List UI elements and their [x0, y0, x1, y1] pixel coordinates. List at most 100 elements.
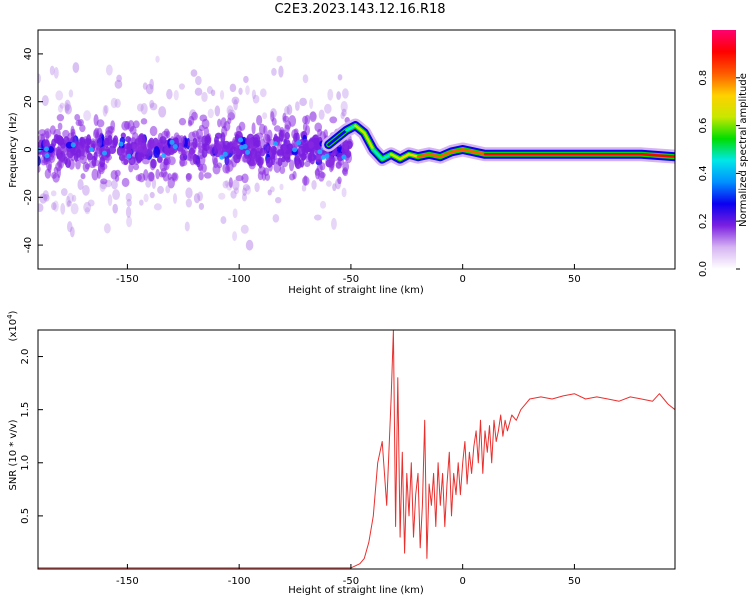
spectrogram-noise-blob: [165, 185, 171, 194]
spectrogram-noise-blob: [245, 239, 254, 251]
spectrogram-noise-highlight: [172, 144, 178, 150]
spectrogram-noise-blob: [126, 149, 133, 156]
spectrogram-noise-blob: [55, 90, 64, 101]
spectrogram-noise-blob: [73, 152, 79, 162]
spectrogram-noise-blob: [259, 147, 266, 157]
spectrogram-noise-blob: [314, 122, 323, 133]
spectrogram-noise-blob: [248, 160, 256, 170]
spectrogram-noise-highlight: [88, 146, 94, 152]
spectrogram-noise-blob: [313, 214, 322, 221]
spectrogram-noise-blob: [83, 201, 92, 213]
spectrogram-noise-blob: [219, 90, 225, 100]
ridge-core-segment: [389, 153, 402, 161]
spectrogram-noise-blob: [341, 88, 349, 99]
spectrogram-noise-blob: [66, 200, 72, 207]
spectrogram-noise-blob: [185, 173, 192, 182]
spectrogram-ridge: [321, 118, 675, 167]
spectrogram-noise-blob: [157, 185, 164, 194]
spectrogram-noise-blob: [314, 168, 320, 176]
spectrogram-noise-blob: [43, 128, 52, 139]
spectrogram-noise-blob: [147, 146, 153, 157]
spectrogram-noise-blob: [191, 111, 198, 121]
spectrogram-x-tick-label: -100: [228, 274, 251, 285]
spectrogram-noise-blob: [149, 191, 155, 199]
spectrogram-noise-blob: [254, 182, 260, 193]
spectrogram-noise-blob: [206, 86, 213, 95]
spectrogram-noise-blob: [281, 156, 286, 163]
colorbar-gradient: [712, 30, 736, 269]
spectrogram-noise-blob: [139, 199, 144, 206]
spectrogram-noise-blob: [64, 99, 71, 111]
snr-y-multiplier: (x104): [6, 310, 19, 341]
spectrogram-noise-blob: [318, 109, 325, 120]
snr-y-axis: 0.5 1.0 1.5 2.0: [20, 349, 43, 524]
ridge-core-segment: [472, 150, 487, 156]
spectrogram-noise-blob: [301, 184, 307, 192]
spectrogram-noise-blob: [229, 83, 237, 93]
spectrogram-noise-blob: [245, 185, 251, 195]
spectrogram-noise-blob: [185, 187, 193, 199]
spectrogram-noise-blob: [185, 198, 192, 208]
spectrogram-noise-blob: [155, 168, 160, 180]
spectrogram-noise-blob: [231, 96, 240, 105]
spectrogram-noise-blob: [135, 174, 142, 182]
spectrogram-noise-highlight: [70, 142, 76, 148]
spectrogram-noise-blob: [93, 151, 98, 161]
spectrogram-noise-blob: [38, 165, 41, 173]
spectrogram-noise-blob: [307, 141, 315, 149]
spectrogram-noise-blob: [297, 145, 306, 157]
spectrogram-noise-blob: [114, 175, 120, 182]
snr-x-tick-label: -150: [116, 576, 139, 587]
spectrogram-noise-blob: [65, 195, 71, 208]
spectrogram-noise-blob: [173, 89, 179, 101]
snr-panel: -150 -100 -50 0 50 0.5 1.0 1.5 2.0 Height of st…: [6, 310, 676, 596]
spectrogram-noise-highlight: [222, 151, 228, 157]
spectrogram-noise-blob: [102, 105, 108, 117]
spectrogram-noise-blob: [100, 178, 108, 185]
spectrogram-noise-blob: [336, 91, 341, 101]
spectrogram-noise-blob: [211, 154, 218, 166]
spectrogram-noise-blob: [191, 130, 199, 138]
spectrogram-noise-blob: [132, 120, 140, 129]
spectrogram-noise-blob: [304, 160, 311, 167]
spectrogram-noise-blob: [198, 124, 205, 132]
spectrogram-noise-blob: [145, 179, 152, 188]
spectrogram-noise-blob: [240, 224, 249, 234]
spectrogram-noise-blob: [245, 85, 250, 96]
spectrogram-noise-blob: [99, 156, 106, 168]
spectrogram-noise-blob: [57, 153, 63, 161]
spectrogram-noise-blob: [224, 180, 230, 187]
spectrogram-noise-blob: [80, 173, 86, 180]
spectrogram-noise-blob: [43, 194, 50, 202]
spectrogram-noise-blob: [140, 142, 149, 155]
ridge-core-segment: [327, 129, 348, 146]
spectrogram-noise-blob: [233, 187, 240, 195]
spectrogram-noise-blob: [203, 172, 212, 179]
spectrogram-noise-blob: [198, 171, 204, 181]
spectrogram-noise-blob: [279, 183, 284, 191]
spectrogram-noise-blob: [178, 135, 185, 148]
spectrogram-noise-blob: [197, 191, 203, 202]
spectrogram-noise-blob: [302, 138, 309, 149]
spectrogram-noise-blob: [343, 142, 349, 150]
spectrogram-noise-blob: [269, 186, 275, 193]
spectrogram-noise-blob: [241, 193, 247, 202]
spectrogram-noise-blob: [309, 98, 314, 110]
spectrogram-noise-blob: [188, 142, 195, 149]
spectrogram-noise-blob: [275, 157, 282, 165]
spectrogram-panel: -150 -100 -50 0 50 -40 -20 0 20 40 Height of str…: [8, 29, 676, 296]
snr-y-tick-label: 1.0: [20, 455, 31, 471]
spectrogram-noise-blob: [278, 65, 284, 78]
spectrogram-noise-blob: [77, 118, 84, 127]
spectrogram-noise-blob: [276, 55, 283, 63]
spectrogram-noise-blob: [193, 193, 201, 204]
spectrogram-noise-blob: [295, 101, 300, 112]
spectrogram-noise-blob: [67, 221, 73, 233]
ridge-core-segment: [461, 148, 476, 154]
snr-x-axis: -150 -100 -50 0 50: [116, 564, 581, 587]
spectrogram-noise-blob: [258, 123, 266, 135]
spectrogram-noise-blob: [214, 132, 223, 139]
spectrogram-noise-blob: [103, 104, 109, 114]
spectrogram-noise-blob: [264, 173, 271, 181]
